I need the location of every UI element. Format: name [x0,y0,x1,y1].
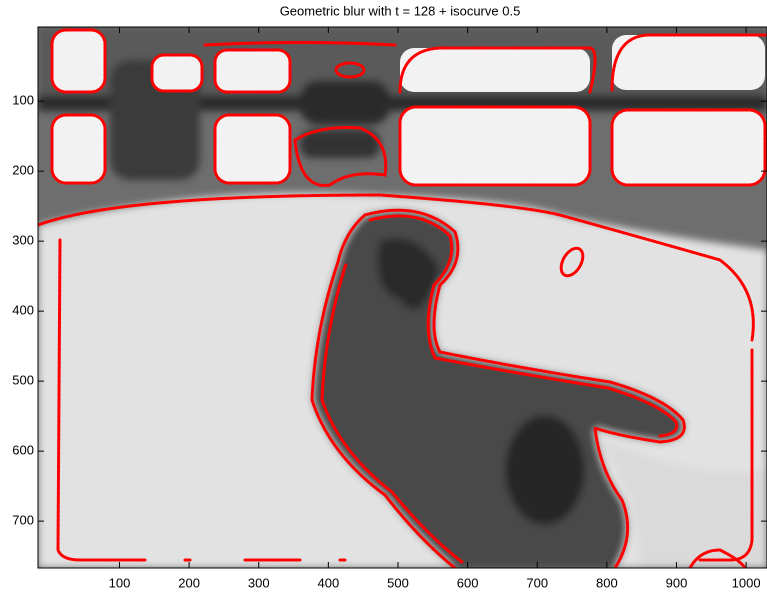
x-tick-label: 300 [248,575,270,590]
chart: Geometric blur with t = 128 + isocurve 0… [0,0,767,600]
x-tick-label: 100 [109,575,131,590]
x-tick-label: 500 [387,575,409,590]
x-tick-label: 600 [457,575,479,590]
y-tick-label: 600 [12,443,34,458]
x-tick-label: 200 [178,575,200,590]
x-tick-label: 800 [596,575,618,590]
x-tick-label: 700 [526,575,548,590]
y-tick-label: 400 [12,303,34,318]
x-tick-label: 1000 [732,575,761,590]
x-tick-label: 400 [317,575,339,590]
y-tick-label: 100 [12,93,34,108]
y-tick-label: 300 [12,233,34,248]
x-tick-label: 900 [666,575,688,590]
image [38,27,767,568]
y-tick-label: 200 [12,163,34,178]
chart-title: Geometric blur with t = 128 + isocurve 0… [280,3,521,18]
y-tick-label: 500 [12,373,34,388]
y-tick-label: 700 [12,513,34,528]
